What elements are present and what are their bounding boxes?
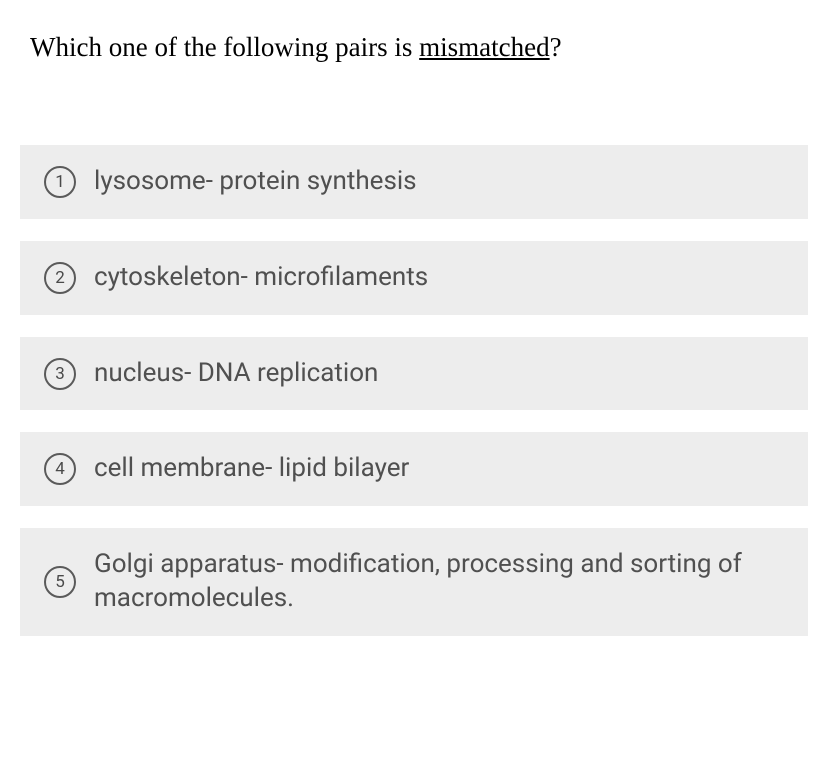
- option-1[interactable]: 1 lysosome- protein synthesis: [20, 145, 808, 219]
- option-3[interactable]: 3 nucleus- DNA replication: [20, 337, 808, 411]
- option-text: cytoskeleton- microfilaments: [94, 261, 428, 295]
- question-prefix: Which one of the following pairs is: [30, 32, 419, 62]
- option-number-badge: 2: [44, 262, 76, 294]
- option-text: lysosome- protein synthesis: [94, 165, 417, 199]
- option-5[interactable]: 5 Golgi apparatus- modification, process…: [20, 528, 808, 636]
- option-number-badge: 4: [44, 453, 76, 485]
- option-number-badge: 5: [44, 566, 76, 598]
- option-text: Golgi apparatus- modification, processin…: [94, 548, 784, 616]
- options-container: 1 lysosome- protein synthesis 2 cytoskel…: [0, 145, 828, 636]
- option-number-badge: 1: [44, 166, 76, 198]
- question-suffix: ?: [550, 32, 562, 62]
- option-text: cell membrane- lipid bilayer: [94, 452, 409, 486]
- option-number-badge: 3: [44, 358, 76, 390]
- option-text: nucleus- DNA replication: [94, 357, 378, 391]
- question-underlined: mismatched: [419, 32, 549, 62]
- option-2[interactable]: 2 cytoskeleton- microfilaments: [20, 241, 808, 315]
- option-4[interactable]: 4 cell membrane- lipid bilayer: [20, 432, 808, 506]
- question-text: Which one of the following pairs is mism…: [30, 30, 798, 65]
- question-container: Which one of the following pairs is mism…: [0, 0, 828, 85]
